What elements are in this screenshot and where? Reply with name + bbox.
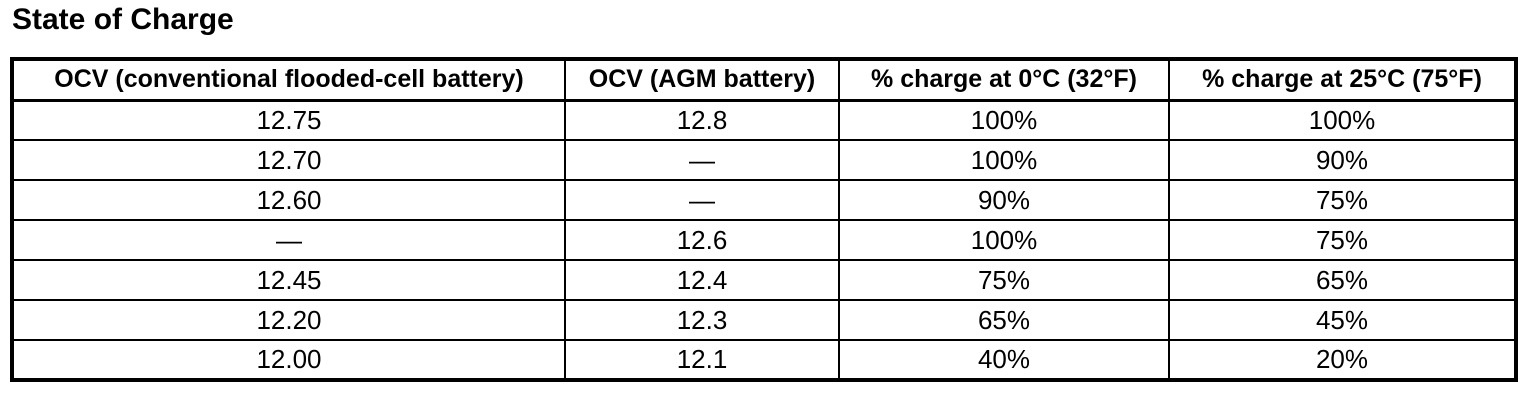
table-row: 12.00 12.1 40% 20%	[11, 339, 1517, 381]
table-cell: 75%	[838, 259, 1170, 301]
table-cell: 12.8	[564, 99, 840, 141]
table-cell: 40%	[838, 339, 1170, 381]
table-cell: 12.1	[564, 339, 840, 381]
table-cell: 12.4	[564, 259, 840, 301]
table-row: 12.45 12.4 75% 65%	[11, 259, 1517, 301]
table-cell: 65%	[838, 299, 1170, 341]
table-cell: —	[564, 139, 840, 181]
column-header: % charge at 25°C (75°F)	[1168, 58, 1517, 102]
table-cell: 20%	[1168, 339, 1517, 381]
table-cell: 12.45	[11, 259, 566, 301]
table-cell: 65%	[1168, 259, 1517, 301]
column-header: % charge at 0°C (32°F)	[838, 58, 1170, 102]
table-row: 12.75 12.8 100% 100%	[11, 99, 1517, 141]
table-cell: 12.70	[11, 139, 566, 181]
table-cell: 100%	[838, 219, 1170, 261]
table-cell: 75%	[1168, 179, 1517, 221]
table-cell: 12.60	[11, 179, 566, 221]
table-cell: 12.75	[11, 99, 566, 141]
table-cell: 12.6	[564, 219, 840, 261]
table-cell: 100%	[838, 99, 1170, 141]
table-header: OCV (conventional flooded-cell battery) O…	[11, 58, 1517, 102]
table-cell: 45%	[1168, 299, 1517, 341]
table-row: 12.60—90% 75%	[11, 179, 1517, 221]
state-of-charge-table: OCV (conventional flooded-cell battery) O…	[10, 57, 1518, 382]
table-row: —12.6 100% 75%	[11, 219, 1517, 261]
table-row: 12.70—100% 90%	[11, 139, 1517, 181]
table-cell: —	[11, 219, 566, 261]
table-cell: 75%	[1168, 219, 1517, 261]
table-cell: 100%	[1168, 99, 1517, 141]
table-cell: 12.00	[11, 339, 566, 381]
column-header: OCV (AGM battery)	[564, 58, 840, 102]
table-cell: 12.20	[11, 299, 566, 341]
table-cell: —	[564, 179, 840, 221]
table-cell: 12.3	[564, 299, 840, 341]
column-header: OCV (conventional flooded-cell battery)	[11, 58, 566, 102]
table-header-row: OCV (conventional flooded-cell battery) O…	[11, 58, 1517, 102]
table-cell: 90%	[838, 179, 1170, 221]
table-cell: 100%	[838, 139, 1170, 181]
table-cell: 90%	[1168, 139, 1517, 181]
table-row: 12.20 12.3 65% 45%	[11, 299, 1517, 341]
page-title: State of Charge	[12, 3, 234, 36]
table-body: 12.75 12.8 100% 100% 12.70—100% 90% 12.60—90% 7…	[11, 99, 1517, 381]
